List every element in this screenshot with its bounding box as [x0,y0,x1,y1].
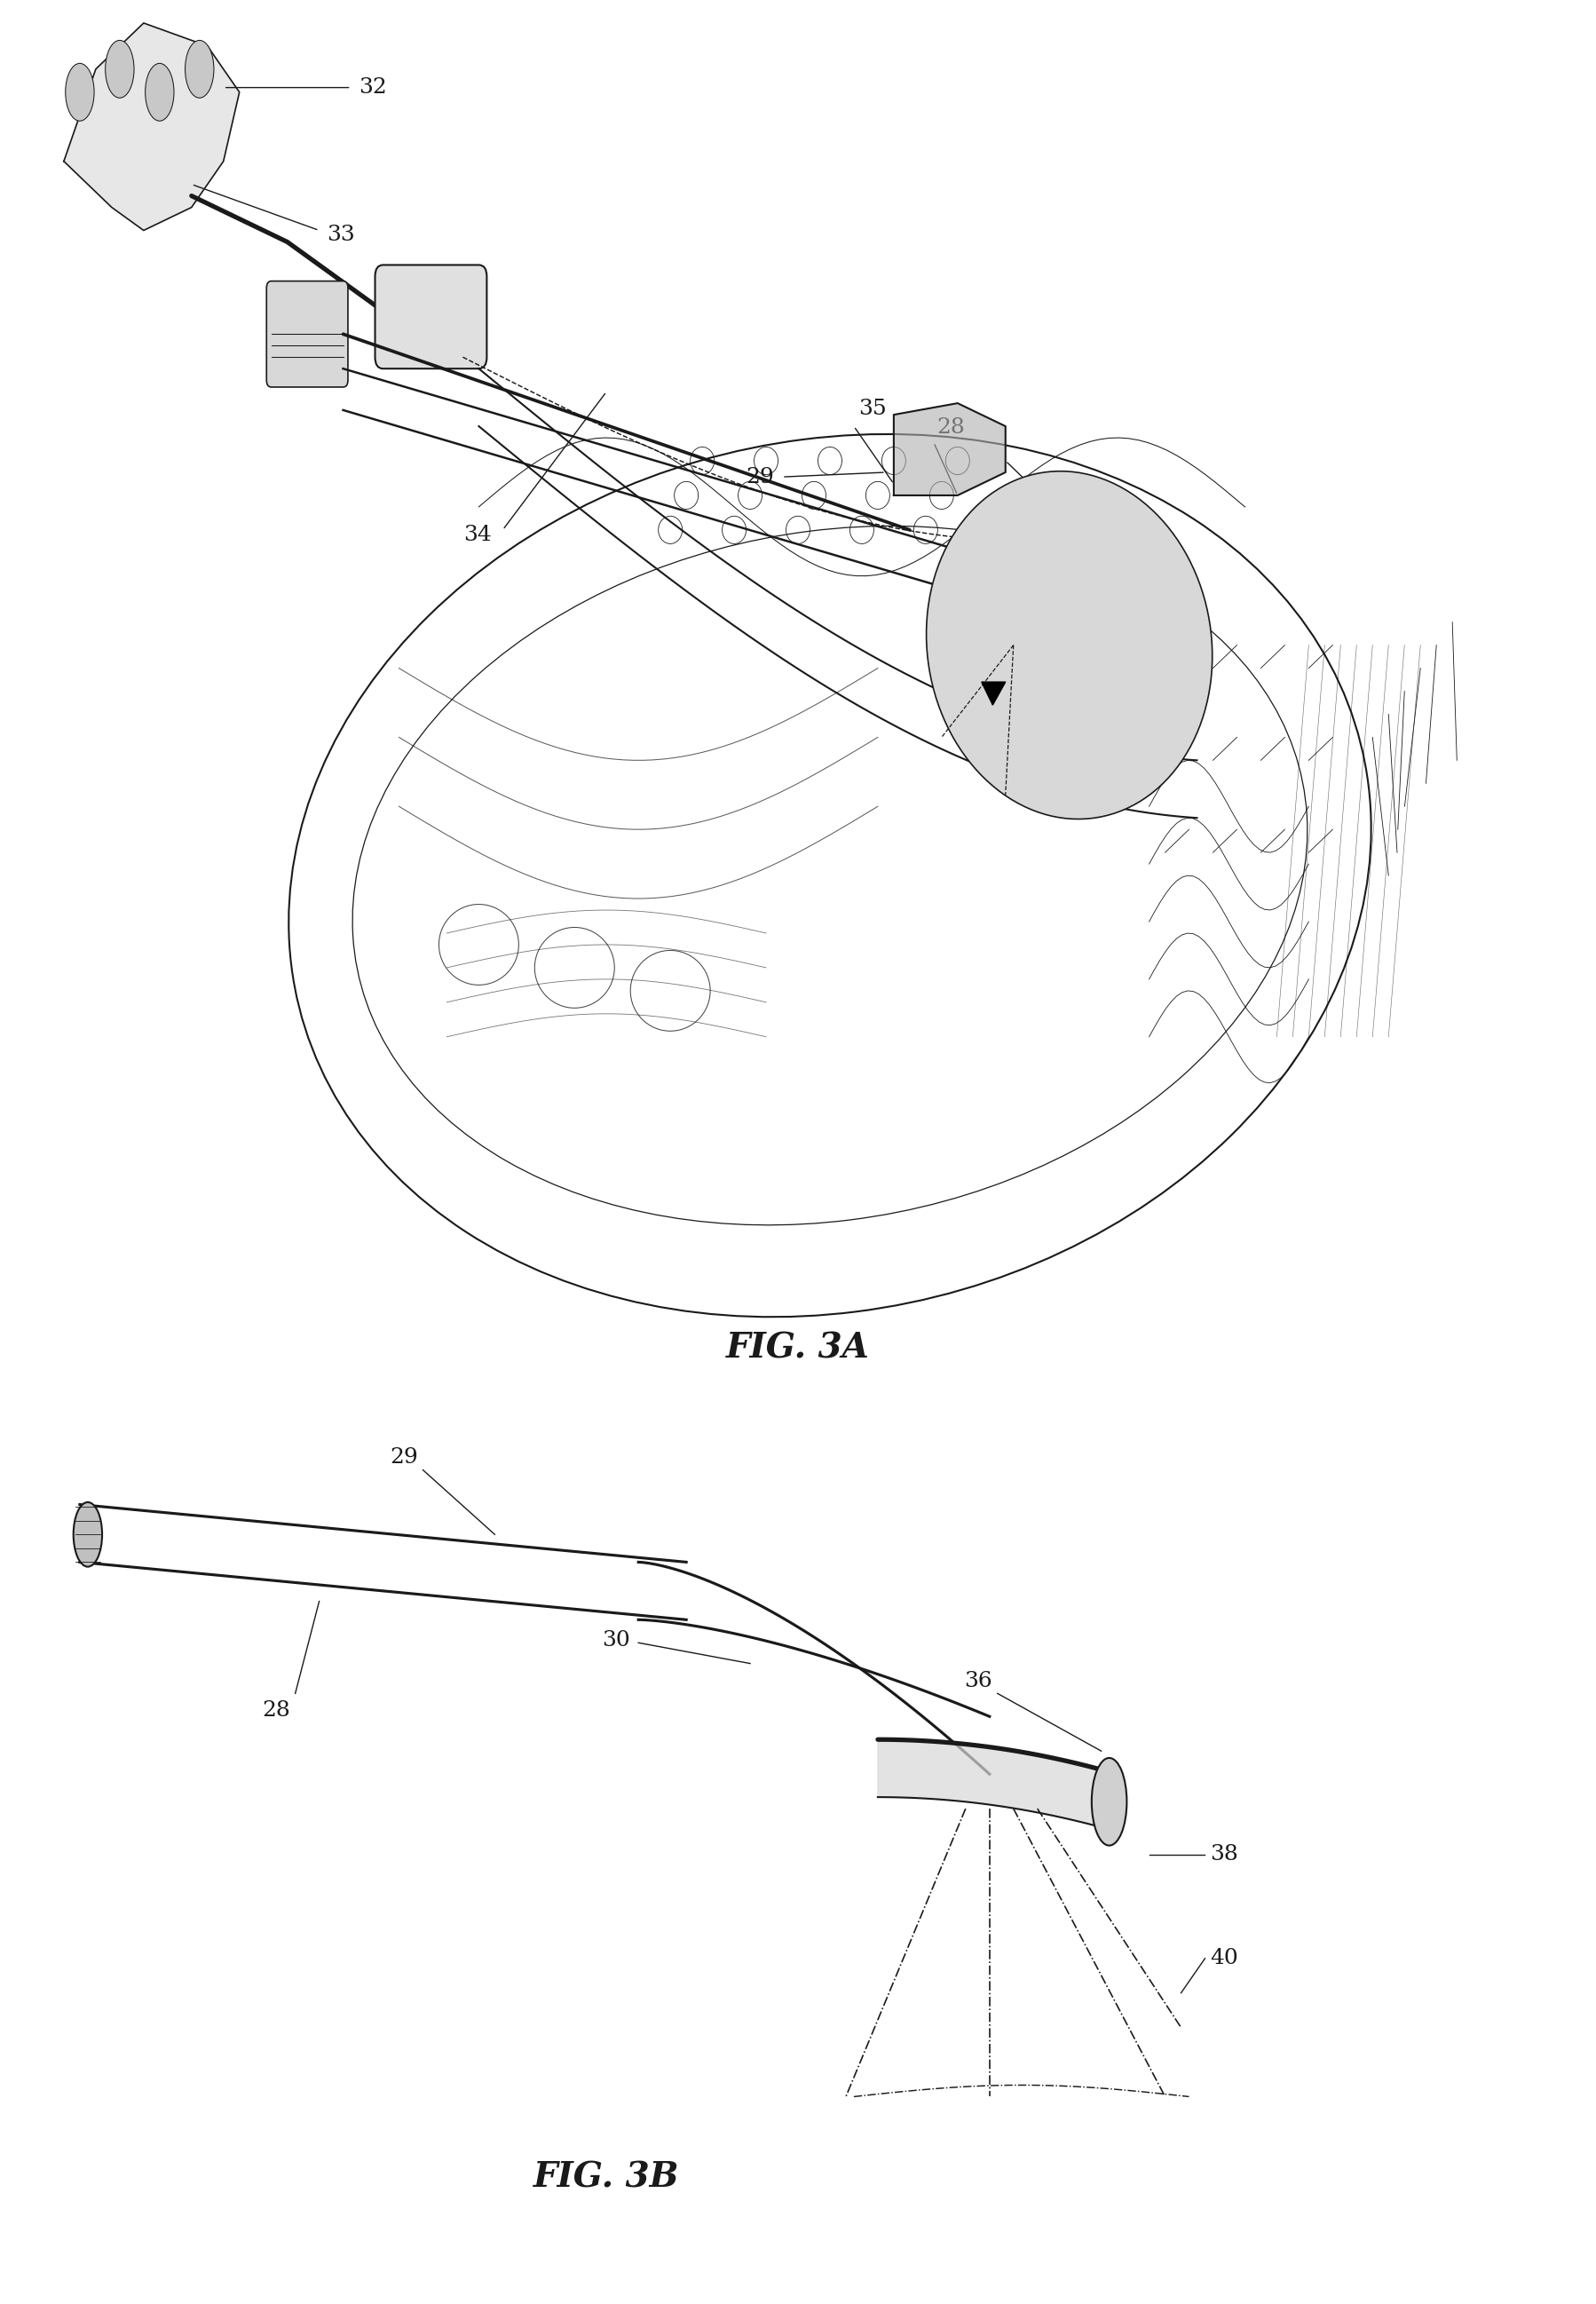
FancyBboxPatch shape [267,281,348,387]
Text: 32: 32 [359,78,388,97]
Text: 40: 40 [1210,1949,1238,1968]
Text: 28: 28 [937,417,966,438]
Ellipse shape [1092,1758,1127,1846]
Text: FIG. 3A: FIG. 3A [726,1332,870,1364]
Text: 34: 34 [463,525,492,544]
FancyBboxPatch shape [375,265,487,369]
Ellipse shape [145,65,174,122]
Ellipse shape [65,65,94,122]
Text: FIG. 3B: FIG. 3B [533,2161,680,2193]
Text: 29: 29 [745,468,774,486]
Text: 30: 30 [602,1631,630,1650]
Polygon shape [982,682,1005,705]
Text: 36: 36 [964,1670,993,1691]
Polygon shape [64,23,239,230]
Text: 33: 33 [327,226,356,244]
Text: 35: 35 [859,399,887,419]
Ellipse shape [105,39,134,99]
Polygon shape [878,1740,1117,1832]
Text: 29: 29 [389,1447,418,1468]
Ellipse shape [926,472,1213,818]
Text: 28: 28 [262,1700,290,1721]
Ellipse shape [73,1502,102,1567]
Polygon shape [894,403,1005,495]
Text: 30: 30 [1034,479,1063,498]
Text: 38: 38 [1210,1846,1238,1864]
Ellipse shape [185,39,214,99]
